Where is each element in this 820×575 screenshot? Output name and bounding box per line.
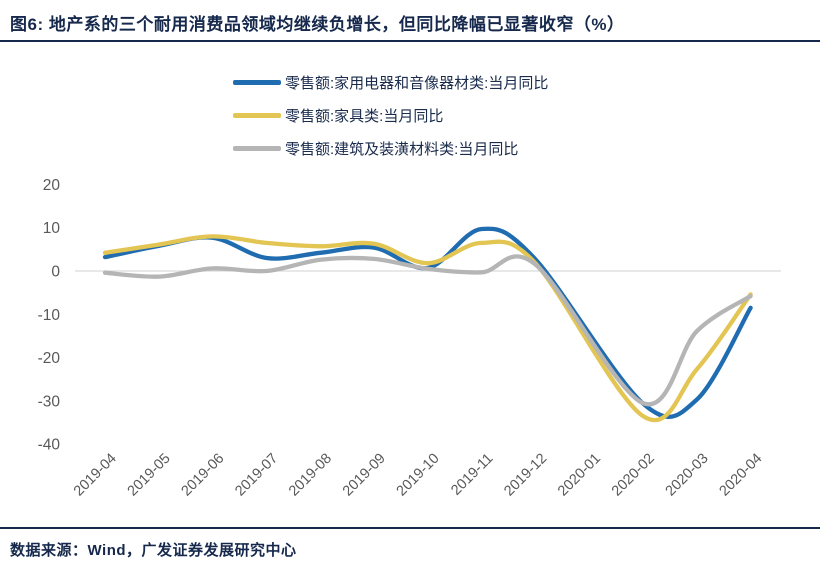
x-axis-tick-label: 2020-02: [609, 451, 658, 500]
legend-label: 零售额:家具类:当月同比: [285, 107, 444, 125]
legend-label: 零售额:家用电器和音像器材类:当月同比: [285, 74, 549, 92]
chart-header: 图6: 地产系的三个耐用消费品领域均继续负增长，但同比降幅已显著收窄（%）: [0, 0, 820, 42]
chart-title: 图6: 地产系的三个耐用消费品领域均继续负增长，但同比降幅已显著收窄（%）: [10, 15, 625, 34]
y-axis-tick-label: 0: [51, 264, 60, 281]
y-axis-tick-label: 20: [43, 177, 61, 194]
x-axis-tick-label: 2019-12: [501, 451, 550, 500]
legend-item: 零售额:家用电器和音像器材类:当月同比: [233, 71, 548, 93]
series-line: [102, 226, 753, 419]
x-axis-tick-label: 2019-09: [340, 451, 389, 500]
legend-label: 零售额:建筑及装潢材料类:当月同比: [285, 140, 519, 158]
x-axis-tick-label: 2019-06: [178, 451, 227, 500]
y-axis-tick-label: -40: [38, 437, 61, 454]
x-axis-tick-label: 2019-11: [448, 451, 496, 499]
legend-line-swatch: [233, 112, 281, 118]
x-axis-tick-label: 2019-08: [286, 451, 335, 500]
x-axis-tick-label: 2019-04: [71, 451, 120, 500]
legend-line-swatch: [233, 145, 281, 151]
chart-footer: 数据来源：Wind，广发证券发展研究中心: [0, 527, 820, 560]
y-axis-tick-label: -10: [38, 307, 61, 324]
y-axis-tick-label: -30: [38, 393, 61, 410]
series-line: [102, 234, 753, 423]
chart-legend: 零售额:家用电器和音像器材类:当月同比 零售额:家具类:当月同比零售额:建筑及装潢…: [233, 71, 548, 170]
x-axis-tick-label: 2020-01: [555, 451, 604, 500]
data-source-text: 数据来源：Wind，广发证券发展研究中心: [10, 542, 297, 559]
series-line: [102, 254, 753, 407]
x-axis-tick-label: 2019-10: [394, 451, 443, 500]
x-axis-tick-label: 2020-04: [716, 451, 765, 500]
x-axis-tick-label: 2020-03: [663, 451, 712, 500]
y-axis-tick-label: 10: [43, 220, 61, 237]
legend-item: 零售额:建筑及装潢材料类:当月同比: [233, 137, 548, 159]
x-axis-tick-label: 2019-07: [232, 451, 281, 500]
legend-line-swatch: [233, 79, 281, 85]
y-axis-tick-label: -20: [38, 350, 61, 367]
x-axis-tick-label: 2019-05: [125, 451, 174, 500]
legend-item: 零售额:家具类:当月同比: [233, 104, 548, 126]
